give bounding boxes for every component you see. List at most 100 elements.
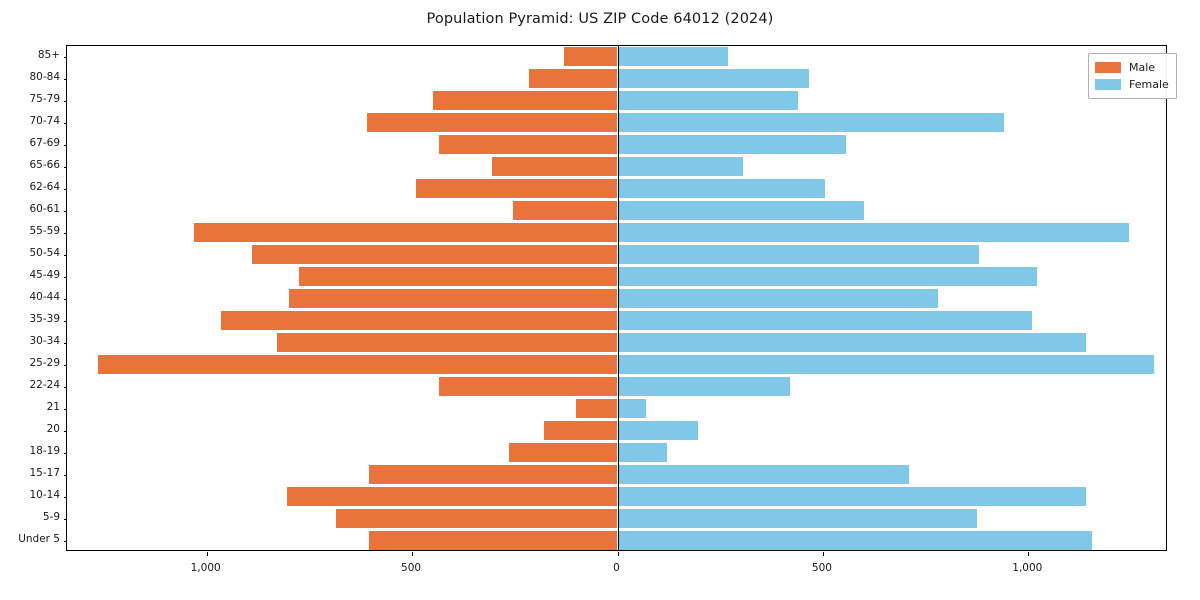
y-axis-label-45-49: 45-49 xyxy=(29,269,60,281)
pyramid-row xyxy=(67,221,1166,245)
bar-female xyxy=(617,465,910,484)
bar-male xyxy=(512,201,618,220)
x-axis-label-0: 1,000 xyxy=(190,562,221,574)
bar-female xyxy=(617,377,791,396)
y-tick-mark xyxy=(63,299,67,301)
y-axis-label-70-74: 70-74 xyxy=(29,115,60,127)
y-axis-label-55-59: 55-59 xyxy=(29,225,60,237)
y-tick-mark xyxy=(63,167,67,169)
bar-male xyxy=(368,465,618,484)
bar-female xyxy=(617,267,1037,286)
bar-female xyxy=(617,91,799,110)
y-axis-label-62-64: 62-64 xyxy=(29,181,60,193)
x-axis-label-3: 500 xyxy=(811,562,832,574)
bar-male xyxy=(97,355,618,374)
bar-male xyxy=(564,47,618,66)
bar-male xyxy=(366,113,618,132)
pyramid-row xyxy=(67,177,1166,201)
y-tick-mark xyxy=(63,541,67,543)
y-axis-label-10-14: 10-14 xyxy=(29,489,60,501)
pyramid-row xyxy=(67,353,1166,377)
bar-female xyxy=(617,355,1154,374)
x-tick-mark xyxy=(617,552,619,556)
bar-female xyxy=(617,179,825,198)
pyramid-row xyxy=(67,507,1166,531)
pyramid-row xyxy=(67,89,1166,113)
y-tick-mark xyxy=(63,321,67,323)
pyramid-row xyxy=(67,287,1166,311)
bar-female xyxy=(617,245,980,264)
y-axis-label-5-9: 5-9 xyxy=(42,511,60,523)
bar-female xyxy=(617,487,1086,506)
bar-male xyxy=(438,135,618,154)
bar-male xyxy=(336,509,618,528)
y-tick-mark xyxy=(63,145,67,147)
bar-female xyxy=(617,531,1092,550)
x-tick-mark xyxy=(206,552,208,556)
bar-female xyxy=(617,69,809,88)
bar-male xyxy=(299,267,618,286)
chart-legend: Male Female xyxy=(1088,53,1177,99)
pyramid-row xyxy=(67,441,1166,465)
y-axis-label-80-84: 80-84 xyxy=(29,71,60,83)
y-tick-mark xyxy=(63,343,67,345)
y-tick-mark xyxy=(63,211,67,213)
bar-male xyxy=(276,333,618,352)
bar-male xyxy=(432,91,618,110)
legend-label-female: Female xyxy=(1129,78,1169,91)
bar-male xyxy=(576,399,618,418)
y-tick-mark xyxy=(63,475,67,477)
pyramid-row xyxy=(67,265,1166,289)
pyramid-row xyxy=(67,419,1166,443)
x-axis-label-4: 1,000 xyxy=(1012,562,1043,574)
y-tick-mark xyxy=(63,431,67,433)
bar-male xyxy=(221,311,618,330)
pyramid-row xyxy=(67,529,1166,553)
bar-female xyxy=(617,135,846,154)
pyramid-row xyxy=(67,397,1166,421)
legend-swatch-female xyxy=(1095,79,1121,90)
y-tick-mark xyxy=(63,255,67,257)
y-axis-label-18-19: 18-19 xyxy=(29,445,60,457)
bar-female xyxy=(617,157,743,176)
zero-reference-line xyxy=(618,46,620,550)
legend-item-male: Male xyxy=(1095,59,1169,76)
legend-label-male: Male xyxy=(1129,61,1156,74)
bar-female xyxy=(617,443,667,462)
y-tick-mark xyxy=(63,101,67,103)
x-tick-mark xyxy=(412,552,414,556)
y-axis-label-40-44: 40-44 xyxy=(29,291,60,303)
legend-swatch-male xyxy=(1095,62,1121,73)
bar-male xyxy=(416,179,618,198)
y-axis-label-35-39: 35-39 xyxy=(29,313,60,325)
y-tick-mark xyxy=(63,497,67,499)
bar-male xyxy=(194,223,618,242)
y-tick-mark xyxy=(63,57,67,59)
bar-male xyxy=(368,531,618,550)
bar-female xyxy=(617,223,1129,242)
pyramid-row xyxy=(67,463,1166,487)
y-tick-mark xyxy=(63,233,67,235)
plot-inner xyxy=(63,46,1166,556)
pyramid-row xyxy=(67,243,1166,267)
y-tick-mark xyxy=(63,189,67,191)
x-axis-label-2: 0 xyxy=(613,562,620,574)
y-axis-label-20: 20 xyxy=(46,423,60,435)
pyramid-row xyxy=(67,309,1166,333)
plot-area xyxy=(63,45,1167,556)
y-axis-label-under-5: Under 5 xyxy=(18,533,60,545)
bar-female xyxy=(617,333,1086,352)
bar-female xyxy=(617,201,864,220)
bar-female xyxy=(617,399,647,418)
y-tick-mark xyxy=(63,409,67,411)
x-axis-label-1: 500 xyxy=(401,562,422,574)
y-axis-label-67-69: 67-69 xyxy=(29,137,60,149)
bar-male xyxy=(286,487,618,506)
y-tick-mark xyxy=(63,387,67,389)
y-axis-label-21: 21 xyxy=(46,401,60,413)
bar-male xyxy=(492,157,618,176)
y-axis-label-50-54: 50-54 xyxy=(29,247,60,259)
bar-female xyxy=(617,47,729,66)
bar-female xyxy=(617,421,698,440)
chart-title: Population Pyramid: US ZIP Code 64012 (2… xyxy=(426,11,774,27)
